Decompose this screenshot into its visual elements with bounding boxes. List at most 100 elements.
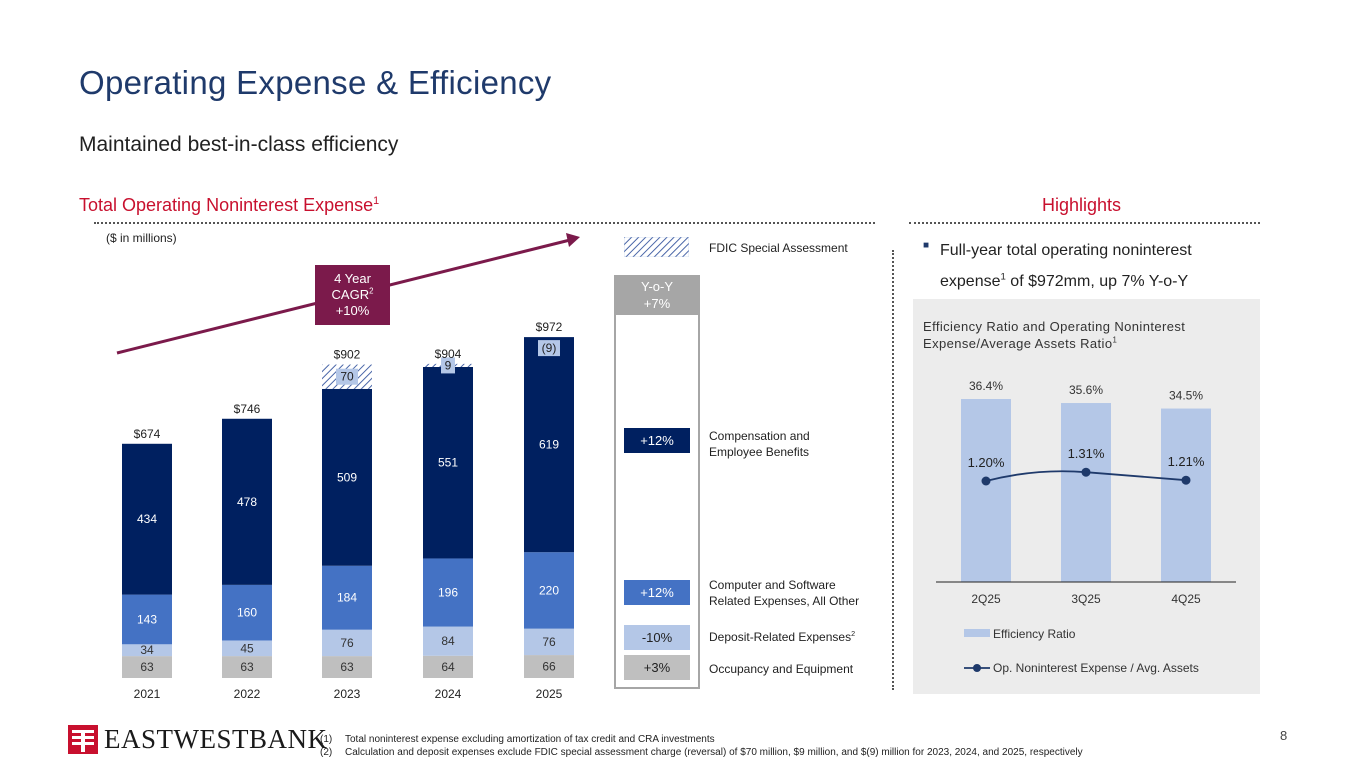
page-subtitle: Maintained best-in-class efficiency <box>79 133 399 156</box>
bar-segment <box>322 656 372 678</box>
bar-segment <box>524 628 574 656</box>
efficiency-line-label: 1.20% <box>968 455 1005 470</box>
highlights-section-title: Highlights <box>1042 195 1122 215</box>
efficiency-legend-line-point <box>973 664 981 672</box>
efficiency-category-label: 2Q25 <box>971 592 1001 606</box>
page-title: Operating Expense & Efficiency <box>79 64 552 101</box>
footnote-1-number: (1) <box>320 734 333 745</box>
efficiency-chart-title: Efficiency Ratio and Operating Nonintere… <box>923 318 1243 352</box>
bar-value-label: 34 <box>140 643 154 657</box>
efficiency-bar-label: 34.5% <box>1169 389 1203 403</box>
bar-segment <box>423 366 473 559</box>
efficiency-line-point <box>1181 475 1191 485</box>
fdic-legend-swatch <box>624 237 689 257</box>
yoy-comp-label-line2: Employee Benefits <box>709 445 810 459</box>
category-label: 2024 <box>435 687 462 701</box>
eastwest-logo-text: EASTWESTBANK <box>104 724 328 754</box>
efficiency-bar <box>961 399 1011 582</box>
efficiency-line-point <box>1081 467 1091 477</box>
bar-total-label: $746 <box>234 402 261 416</box>
footnote-marker: 1 <box>1000 271 1006 283</box>
yoy-computer-label-line2: Related Expenses, All Other <box>709 594 860 608</box>
efficiency-chart: 36.4% 2Q25 35.6% 3Q25 34.5% 4Q25 1.20% 1.31% 1.2… <box>936 379 1236 675</box>
bar-segment <box>524 552 574 629</box>
section-divider-left <box>94 222 875 224</box>
yoy-occupancy-badge: +3% <box>624 655 690 680</box>
yoy-deposit-label-text: Deposit-Related Expenses <box>709 630 852 644</box>
bar-value-label: 184 <box>337 591 357 605</box>
bar-segment <box>122 656 172 678</box>
units-label: ($ in millions) <box>106 231 177 245</box>
bar-segment <box>322 388 372 566</box>
bar-total-label: $904 <box>435 347 462 361</box>
highlight-text-part2: of $972mm, up 7% Y-o-Y <box>1005 273 1189 290</box>
bar-total-label: $674 <box>134 427 161 441</box>
fdic-label-bg <box>538 340 560 357</box>
yoy-comp-label-line1: Compensation and <box>709 429 810 443</box>
efficiency-line-label: 1.31% <box>1068 446 1105 461</box>
fdic-label-bg <box>441 357 455 374</box>
fdic-legend-label: FDIC Special Assessment <box>709 241 848 255</box>
bar-segment <box>524 655 574 678</box>
efficiency-chart-title-text: Efficiency Ratio and Operating Nonintere… <box>923 319 1186 351</box>
page-number: 8 <box>1280 728 1288 743</box>
footnote-marker: 2 <box>851 629 856 638</box>
cagr-line2: CAGR2 <box>315 287 390 303</box>
bar-value-label: 66 <box>542 660 556 674</box>
category-label: 2021 <box>134 687 161 701</box>
footnote-marker: 1 <box>1112 335 1118 345</box>
cagr-line1: 4 Year <box>334 271 371 286</box>
bar-total-label: $972 <box>536 320 563 334</box>
cagr-value: +10% <box>335 303 370 318</box>
bar-value-label: 509 <box>337 470 357 484</box>
bar-segment <box>222 640 272 657</box>
efficiency-bar <box>1161 408 1211 582</box>
bar-value-label: 196 <box>438 586 458 600</box>
efficiency-bar-label: 36.4% <box>969 379 1003 393</box>
bar-value-label: 478 <box>237 495 257 509</box>
yoy-comp-badge: +12% <box>624 428 690 453</box>
efficiency-category-label: 4Q25 <box>1171 592 1201 606</box>
efficiency-bar <box>1061 403 1111 582</box>
bar-value-label: 143 <box>137 612 157 626</box>
bar-segment <box>322 629 372 657</box>
bar-value-label: 63 <box>340 660 354 674</box>
section-divider-right <box>909 222 1260 224</box>
yoy-comp-label: Compensation and Employee Benefits <box>709 428 810 460</box>
efficiency-legend-bar-label: Efficiency Ratio <box>993 627 1076 641</box>
bar-segment <box>222 584 272 641</box>
highlight-text-part1: Full-year total operating noninterest ex… <box>940 242 1192 290</box>
bar-value-label: 63 <box>140 660 154 674</box>
bar-total-label: $902 <box>334 348 361 362</box>
bar-segment <box>222 418 272 585</box>
yoy-header-value: +7% <box>643 296 671 311</box>
yoy-computer-badge: +12% <box>624 580 690 605</box>
footnote-2: (2) Calculation and deposit expenses excl… <box>320 746 1083 759</box>
fdic-value-label: 70 <box>340 370 354 384</box>
highlight-text: Full-year total operating noninterest ex… <box>940 235 1250 297</box>
footnote-marker: 1 <box>373 195 380 207</box>
bar-value-label: 160 <box>237 606 257 620</box>
bar-value-label: 434 <box>137 512 157 526</box>
bullet-icon: ■ <box>923 240 930 251</box>
yoy-computer-label-line1: Computer and Software <box>709 578 836 592</box>
bar-value-label: 220 <box>539 583 559 597</box>
footnotes: (1) Total noninterest expense excluding a… <box>320 733 1083 759</box>
bar-segment <box>423 626 473 656</box>
yoy-frame <box>614 315 700 689</box>
bar-value-label: 84 <box>441 634 455 648</box>
bar-value-label: 551 <box>438 456 458 470</box>
footnote-1: (1) Total noninterest expense excluding a… <box>320 733 1083 746</box>
bar-segment <box>122 644 172 657</box>
bar-segment <box>423 558 473 627</box>
yoy-occupancy-label: Occupancy and Equipment <box>709 662 854 676</box>
category-label: 2025 <box>536 687 563 701</box>
yoy-header-label: Y-o-Y <box>640 279 674 294</box>
cagr-line2-text: CAGR <box>331 287 370 302</box>
fdic-value-label: (9) <box>542 341 557 355</box>
yoy-header: Y-o-Y +7% <box>614 275 700 315</box>
efficiency-line-label: 1.21% <box>1168 454 1205 469</box>
cagr-callout: 4 Year CAGR2 +10% <box>315 265 390 325</box>
bar-value-label: 45 <box>240 641 254 655</box>
yoy-deposit-badge: -10% <box>624 625 690 650</box>
